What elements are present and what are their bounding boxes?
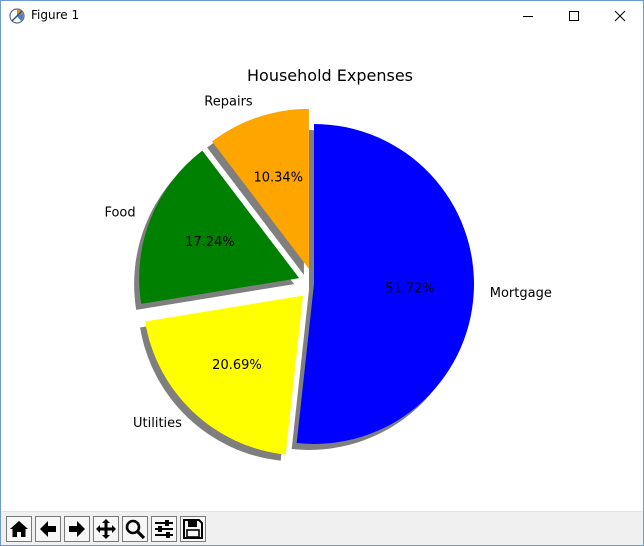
percent-label-food: 17.24% (185, 235, 235, 250)
pie-labels: Repairs 10.34% Food 17.24% Utilities 20.69% Mo… (104, 95, 551, 431)
save-button[interactable] (180, 516, 206, 542)
app-icon (9, 8, 25, 24)
arrow-left-icon (40, 521, 56, 537)
title-bar[interactable]: Figure 1 (1, 1, 643, 31)
maximize-icon (569, 11, 579, 21)
close-button[interactable] (597, 1, 643, 31)
back-button[interactable] (35, 516, 61, 542)
chart-title: Household Expenses (247, 66, 413, 85)
zoom-button[interactable] (122, 516, 148, 542)
floppy-disk-icon (183, 519, 203, 539)
percent-label-repairs: 10.34% (253, 170, 303, 185)
percent-label-mortgage: 51.72% (385, 282, 435, 297)
arrow-right-icon (69, 521, 85, 537)
home-button[interactable] (6, 516, 32, 542)
percent-label-utilities: 20.69% (212, 358, 262, 373)
pie-chart: Household Expenses Repairs 10.34% Food 17.2… (104, 66, 552, 461)
label-food: Food (104, 205, 135, 220)
pan-button[interactable] (93, 516, 119, 542)
label-repairs: Repairs (204, 95, 253, 110)
navigation-toolbar (1, 511, 643, 545)
home-icon (10, 521, 28, 537)
forward-button[interactable] (64, 516, 90, 542)
label-utilities: Utilities (133, 416, 182, 431)
configure-subplots-button[interactable] (151, 516, 177, 542)
label-mortgage: Mortgage (490, 286, 552, 301)
wedge-utilities (145, 295, 303, 455)
figure-canvas[interactable]: Household Expenses Repairs 10.34% Food 17.2… (1, 31, 643, 511)
move-icon (96, 519, 116, 539)
wedge-mortgage (296, 124, 474, 444)
window-title: Figure 1 (31, 8, 80, 22)
wedge-food (139, 150, 300, 304)
magnifier-icon (125, 519, 146, 540)
maximize-button[interactable] (551, 1, 597, 31)
sliders-icon (155, 520, 173, 538)
wedge-repairs (212, 108, 309, 269)
pie-wedges (139, 108, 474, 455)
minimize-button[interactable] (505, 1, 551, 31)
close-icon (614, 10, 626, 22)
minimize-icon (523, 16, 533, 17)
